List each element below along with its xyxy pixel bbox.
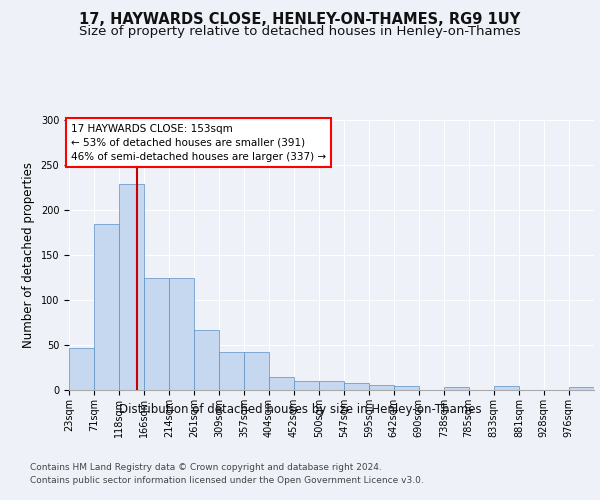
- Bar: [119, 184, 144, 390]
- Bar: [244, 352, 269, 390]
- Bar: [94, 224, 119, 390]
- Bar: [494, 386, 519, 390]
- Text: Size of property relative to detached houses in Henley-on-Thames: Size of property relative to detached ho…: [79, 25, 521, 38]
- Text: Contains HM Land Registry data © Crown copyright and database right 2024.: Contains HM Land Registry data © Crown c…: [30, 462, 382, 471]
- Bar: [69, 348, 94, 390]
- Text: Distribution of detached houses by size in Henley-on-Thames: Distribution of detached houses by size …: [119, 402, 481, 415]
- Text: 17 HAYWARDS CLOSE: 153sqm
← 53% of detached houses are smaller (391)
46% of semi: 17 HAYWARDS CLOSE: 153sqm ← 53% of detac…: [71, 124, 326, 162]
- Bar: [344, 383, 369, 390]
- Bar: [569, 388, 594, 390]
- Bar: [219, 352, 244, 390]
- Bar: [194, 330, 219, 390]
- Bar: [169, 278, 194, 390]
- Bar: [319, 381, 344, 390]
- Text: Contains public sector information licensed under the Open Government Licence v3: Contains public sector information licen…: [30, 476, 424, 485]
- Text: 17, HAYWARDS CLOSE, HENLEY-ON-THAMES, RG9 1UY: 17, HAYWARDS CLOSE, HENLEY-ON-THAMES, RG…: [79, 12, 521, 28]
- Bar: [369, 384, 394, 390]
- Bar: [294, 381, 319, 390]
- Y-axis label: Number of detached properties: Number of detached properties: [22, 162, 35, 348]
- Bar: [444, 388, 469, 390]
- Bar: [394, 386, 419, 390]
- Bar: [144, 278, 169, 390]
- Bar: [269, 378, 294, 390]
